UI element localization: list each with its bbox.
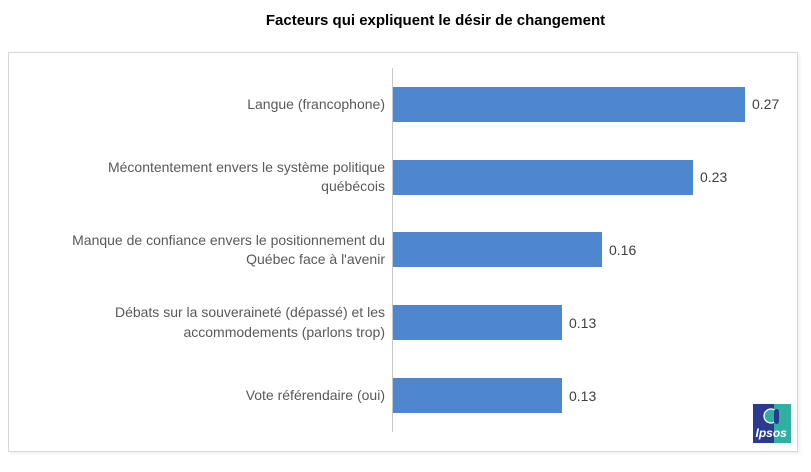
plot-area: Langue (francophone) 0.27 Mécontentement… bbox=[9, 68, 796, 432]
ipsos-logo-profile-shape bbox=[774, 409, 779, 424]
chart-row: Manque de confiance envers le positionne… bbox=[9, 213, 796, 287]
bar bbox=[393, 159, 693, 195]
value-label: 0.23 bbox=[700, 169, 728, 186]
value-label: 0.13 bbox=[569, 314, 597, 331]
bar bbox=[393, 305, 562, 341]
category-label: Mécontentement envers le système politiq… bbox=[107, 158, 385, 195]
bar-track: 0.16 bbox=[392, 213, 796, 287]
bar bbox=[393, 86, 745, 122]
ipsos-logo: Ipsos bbox=[753, 404, 791, 443]
category-label: Manque de confiance envers le positionne… bbox=[72, 231, 385, 267]
bar bbox=[393, 378, 562, 414]
bar-track: 0.23 bbox=[392, 140, 796, 214]
bar-track: 0.13 bbox=[392, 286, 796, 360]
value-label: 0.16 bbox=[609, 241, 637, 258]
chart-row: Langue (francophone) 0.27 bbox=[9, 68, 796, 141]
chart-title: Facteurs qui expliquent le désir de chan… bbox=[265, 12, 606, 29]
value-label: 0.13 bbox=[569, 387, 597, 404]
value-label: 0.27 bbox=[752, 96, 780, 113]
category-label: Vote référendaire (oui) bbox=[245, 386, 385, 403]
ipsos-logo-text: Ipsos bbox=[756, 426, 788, 440]
chart-area: Langue (francophone) 0.27 Mécontentement… bbox=[8, 52, 798, 452]
chart-row: Vote référendaire (oui) 0.13 bbox=[9, 359, 796, 432]
chart-row: Mécontentement envers le système politiq… bbox=[9, 140, 796, 214]
bar-track: 0.13 bbox=[392, 359, 796, 432]
category-label: Langue (francophone) bbox=[247, 95, 385, 112]
category-label: Débats sur la souveraineté (dépassé) et … bbox=[114, 304, 385, 340]
chart-row: Débats sur la souveraineté (dépassé) et … bbox=[9, 286, 796, 360]
bar-track: 0.27 bbox=[392, 68, 796, 141]
bar bbox=[393, 232, 602, 268]
